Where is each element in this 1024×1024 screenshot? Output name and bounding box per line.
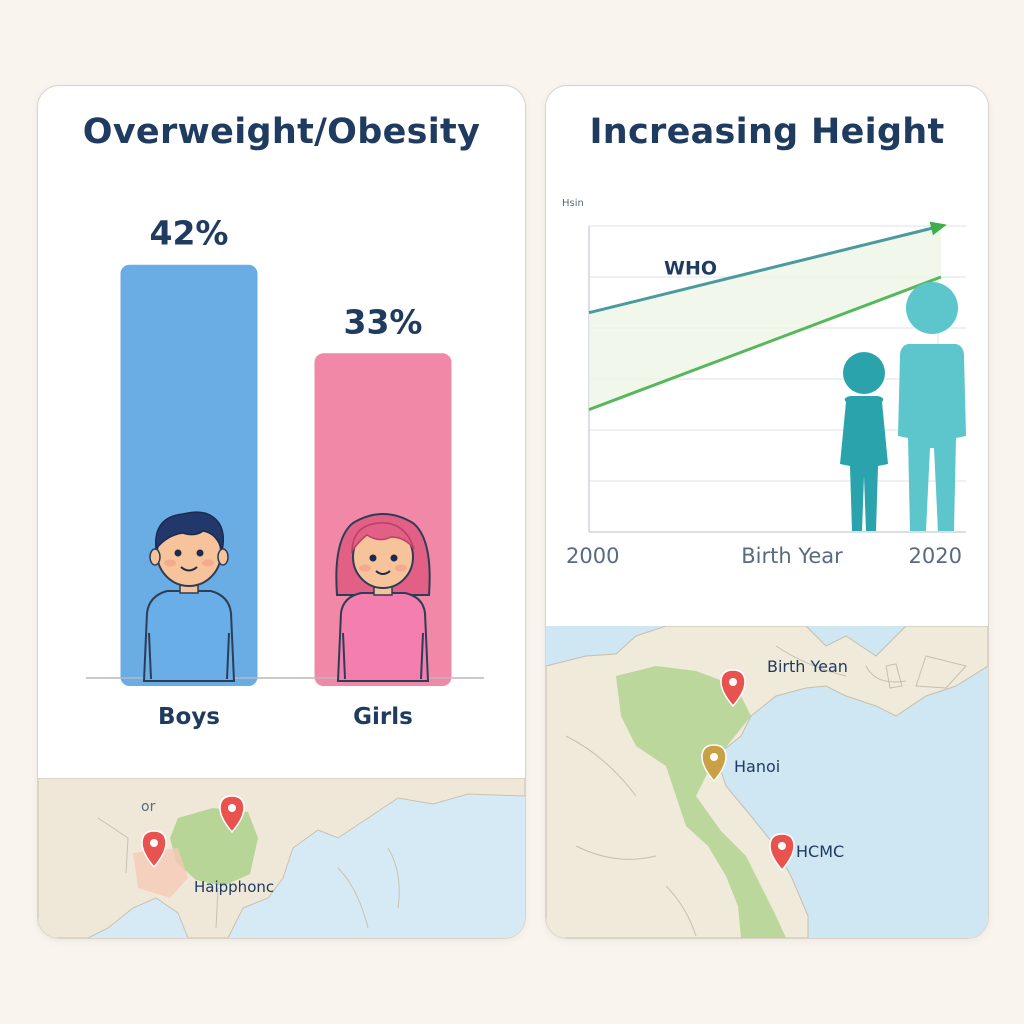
boy-icon bbox=[142, 511, 236, 682]
girl-icon bbox=[335, 513, 431, 682]
overweight-title: Overweight/Obesity bbox=[82, 112, 481, 152]
bar-category-label: Boys bbox=[158, 704, 220, 730]
height-line-chart: Hsin WHO 2000 2020 Birth Year bbox=[562, 198, 966, 568]
bar-value-label: 42% bbox=[150, 214, 229, 253]
map-pin-icon bbox=[219, 795, 245, 834]
map-label-haiphong: Haipphonc bbox=[194, 878, 274, 896]
overweight-bar-chart: 42% Boys 33% Girls bbox=[86, 214, 484, 730]
map-label-birth-yean: Birth Yean bbox=[767, 657, 848, 676]
arrowhead-icon bbox=[929, 221, 947, 236]
map-pin-icon bbox=[701, 744, 727, 783]
height-gap-band bbox=[589, 226, 941, 410]
right-map: Birth Yean Hanoi HCMC bbox=[546, 626, 988, 938]
overweight-card: Overweight/Obesity bbox=[37, 85, 526, 939]
x-tick-label: 2020 bbox=[909, 544, 962, 568]
map-pin-icon bbox=[720, 669, 746, 708]
map-label-hanoi: Hanoi bbox=[734, 757, 780, 776]
map-partial-label: or bbox=[141, 799, 156, 815]
child-figure-tall bbox=[898, 282, 966, 531]
series-line-2 bbox=[588, 275, 942, 412]
bar-boys bbox=[120, 264, 258, 686]
child-figure-small bbox=[840, 352, 888, 531]
left-map: or Haipphonc bbox=[38, 778, 525, 938]
bar-category-label: Girls bbox=[353, 704, 413, 730]
x-tick-label: 2000 bbox=[566, 544, 619, 568]
map-label-hcmc: HCMC bbox=[796, 842, 844, 861]
map-pin-icon bbox=[141, 830, 167, 869]
series-label: WHO bbox=[664, 258, 717, 280]
y-axis-label: Hsin bbox=[562, 198, 584, 209]
map-pin-icon bbox=[769, 833, 795, 872]
x-axis-label: Birth Year bbox=[741, 544, 843, 568]
height-title: Increasing Height bbox=[589, 112, 945, 152]
series-line-1 bbox=[588, 224, 942, 315]
height-card: Increasing Height Hsin WHO 2000 2020 Birth … bbox=[545, 85, 989, 939]
bar-value-label: 33% bbox=[344, 302, 423, 341]
